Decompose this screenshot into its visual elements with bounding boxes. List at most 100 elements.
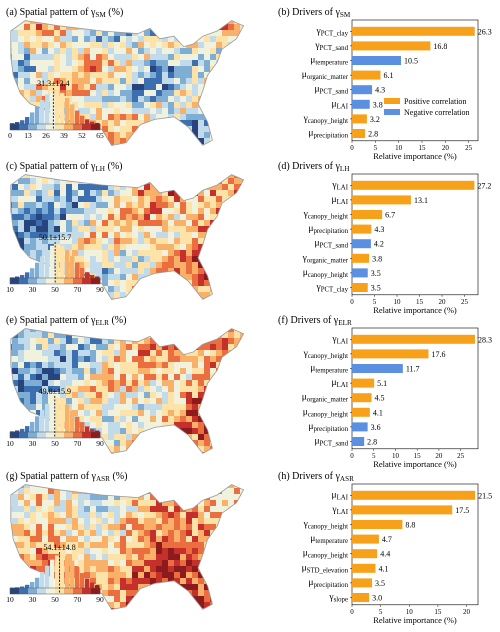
colorbar-swatch [67,432,71,438]
colorbar-swatch [58,124,62,130]
histogram-bar [75,262,80,278]
histogram-bar [95,122,100,124]
bar-value-label: 26.3 [478,27,492,36]
colorbar-swatch [55,124,59,130]
colorbar-tick-label: 30 [29,439,37,448]
colorbar-swatch [25,278,29,284]
histogram-bar [75,110,80,124]
histogram-bar [35,416,40,432]
histogram-bar [40,572,45,588]
histogram-bar [45,565,50,588]
bar-value-label: 3.5 [371,284,381,293]
colorbar-tick-label: 90 [96,285,104,294]
colorbar-swatch [31,124,35,130]
histogram-bar [65,249,70,278]
colorbar-swatch [52,278,56,284]
x-tick-label: 15 [414,452,422,460]
x-tick-label: 5 [373,298,377,306]
colorbar-swatch [64,124,68,130]
x-tick-label: 0 [350,144,354,152]
category-label: γcanopy_height [303,349,349,360]
bar-value-label: 17.5 [455,506,469,515]
colorbar-swatch [28,278,32,284]
colorbar-swatch [25,588,29,594]
category-label: γPCT_sand [314,41,348,52]
bar-title: (h) Drivers of γASR [278,471,354,483]
colorbar-swatch [13,278,17,284]
bar-value-label: 27.2 [477,181,491,190]
category-label: γorganic_matter [302,253,349,264]
bar-3 [352,224,372,234]
histogram-bar [20,428,25,432]
bar-value-label: 28.3 [478,335,492,344]
bar-4 [352,549,378,559]
bar-value-label: 11.7 [406,365,420,374]
histogram-bar [70,560,75,588]
colorbar-swatch [19,588,23,594]
x-tick-label: 0 [350,452,354,460]
colorbar-swatch [49,278,53,284]
x-tick-label: 25 [465,144,473,152]
colorbar-swatch [43,432,47,438]
x-tick-label: 5 [374,144,378,152]
colorbar-swatch [91,124,95,130]
category-label: μprecipitation [308,578,348,589]
legend: Positive correlation Negative correlation [384,97,470,117]
histogram-bar [60,554,65,588]
histogram-bar [75,566,80,588]
colorbar-swatch [40,432,44,438]
map-colorbar: 49.8±15.9 10 30 50 70 90 [6,387,104,448]
bar-3 [352,70,381,80]
bar-value-label: 5.1 [377,379,387,388]
bar-value-label: 21.5 [478,491,492,500]
bar-chart: (f) Drivers of γELR 28.3 γLAI 17.6 γcanopy_h… [278,315,492,469]
colorbar-swatch [19,124,23,130]
bar-0 [352,490,476,500]
colorbar-swatch [10,124,14,130]
bar-value-label: 3.2 [370,115,380,124]
histogram-bar [80,422,85,432]
map-mean-label: 50.1±15.7 [39,233,71,242]
bar-value-label: 16.8 [433,42,447,51]
x-tick-label: 0 [350,608,354,616]
bar-1 [352,195,411,205]
category-label: μLAI [332,378,349,389]
histogram-bar [35,577,40,588]
histogram-bar [50,559,55,588]
category-label: γPCT_clay [315,283,348,294]
colorbar-swatch [64,432,68,438]
colorbar-swatch [58,278,62,284]
bar-value-label: 4.2 [374,240,384,249]
colorbar-swatch [82,124,86,130]
colorbar-swatch [88,432,92,438]
colorbar-swatch [61,124,65,130]
x-axis-label: Relative importance (%) [373,151,457,161]
plot-frame [351,327,479,450]
colorbar-swatch [16,278,20,284]
bar-7 [352,283,368,292]
colorbar-swatch [52,588,56,594]
histogram-bar [25,584,30,588]
colorbar-swatch [94,432,98,438]
colorbar-tick-label: 39 [60,131,68,140]
bar-5 [352,407,370,417]
category-label: μtemperature [310,534,348,545]
histogram-bar [10,277,15,278]
colorbar-tick-label: 52 [78,131,86,140]
bar-value-label: 3.8 [373,100,383,109]
histogram-bar [45,250,50,278]
bar-value-label: 3.8 [372,254,382,263]
histogram-bar [15,122,20,124]
histogram-bar [15,276,20,278]
colorbar-swatch [19,432,23,438]
colorbar-swatch [46,432,50,438]
colorbar-swatch [10,432,14,438]
colorbar-swatch [61,278,65,284]
bar-value-label: 3.5 [371,269,381,278]
colorbar-swatch [34,588,38,594]
plot-frame [351,19,479,142]
colorbar-swatch [37,278,41,284]
x-tick-label: 10 [395,144,403,152]
bar-0 [352,180,475,190]
